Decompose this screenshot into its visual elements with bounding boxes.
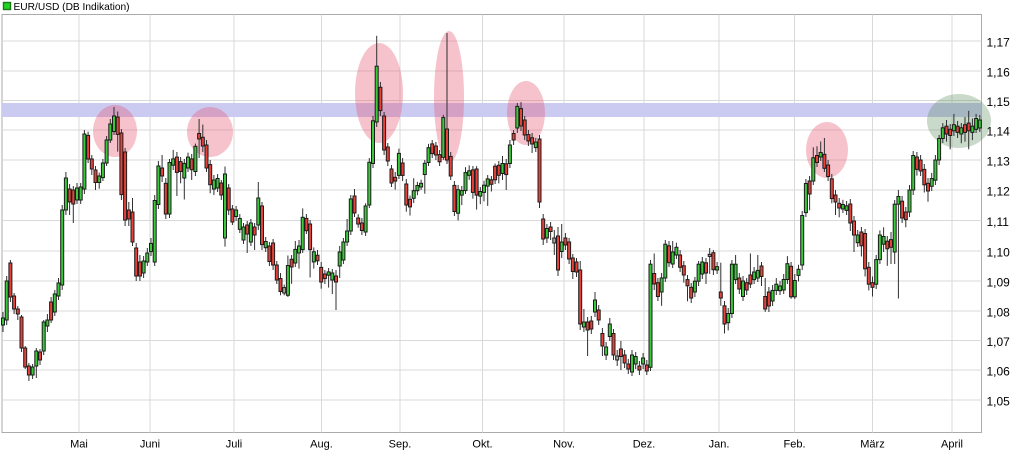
svg-text:1,16: 1,16 — [987, 66, 1011, 80]
svg-text:1,15: 1,15 — [987, 95, 1011, 109]
svg-text:1,11: 1,11 — [987, 215, 1010, 229]
svg-text:Sep.: Sep. — [389, 439, 412, 451]
svg-text:EUR/USD (DB Indikation): EUR/USD (DB Indikation) — [14, 2, 130, 13]
svg-text:Dez.: Dez. — [633, 439, 656, 451]
svg-text:Okt.: Okt. — [472, 439, 492, 451]
svg-text:1,10: 1,10 — [987, 246, 1011, 260]
svg-text:Aug.: Aug. — [310, 439, 333, 451]
svg-text:März: März — [860, 439, 884, 451]
svg-text:Mai: Mai — [70, 439, 88, 451]
svg-text:1,08: 1,08 — [987, 306, 1011, 320]
svg-text:Feb.: Feb. — [783, 439, 805, 451]
svg-text:1,13: 1,13 — [987, 155, 1011, 169]
svg-text:Juni: Juni — [140, 439, 160, 451]
svg-text:1,12: 1,12 — [987, 185, 1011, 199]
svg-text:1,17: 1,17 — [987, 36, 1011, 50]
svg-text:Nov.: Nov. — [553, 439, 575, 451]
svg-text:1,14: 1,14 — [987, 125, 1011, 139]
svg-text:1,07: 1,07 — [987, 335, 1011, 349]
svg-text:Juli: Juli — [226, 439, 243, 451]
svg-text:1,06: 1,06 — [987, 365, 1011, 379]
svg-text:Jan.: Jan. — [709, 439, 730, 451]
svg-text:1,09: 1,09 — [987, 276, 1011, 290]
svg-text:April: April — [941, 439, 963, 451]
svg-text:1,05: 1,05 — [987, 395, 1011, 409]
